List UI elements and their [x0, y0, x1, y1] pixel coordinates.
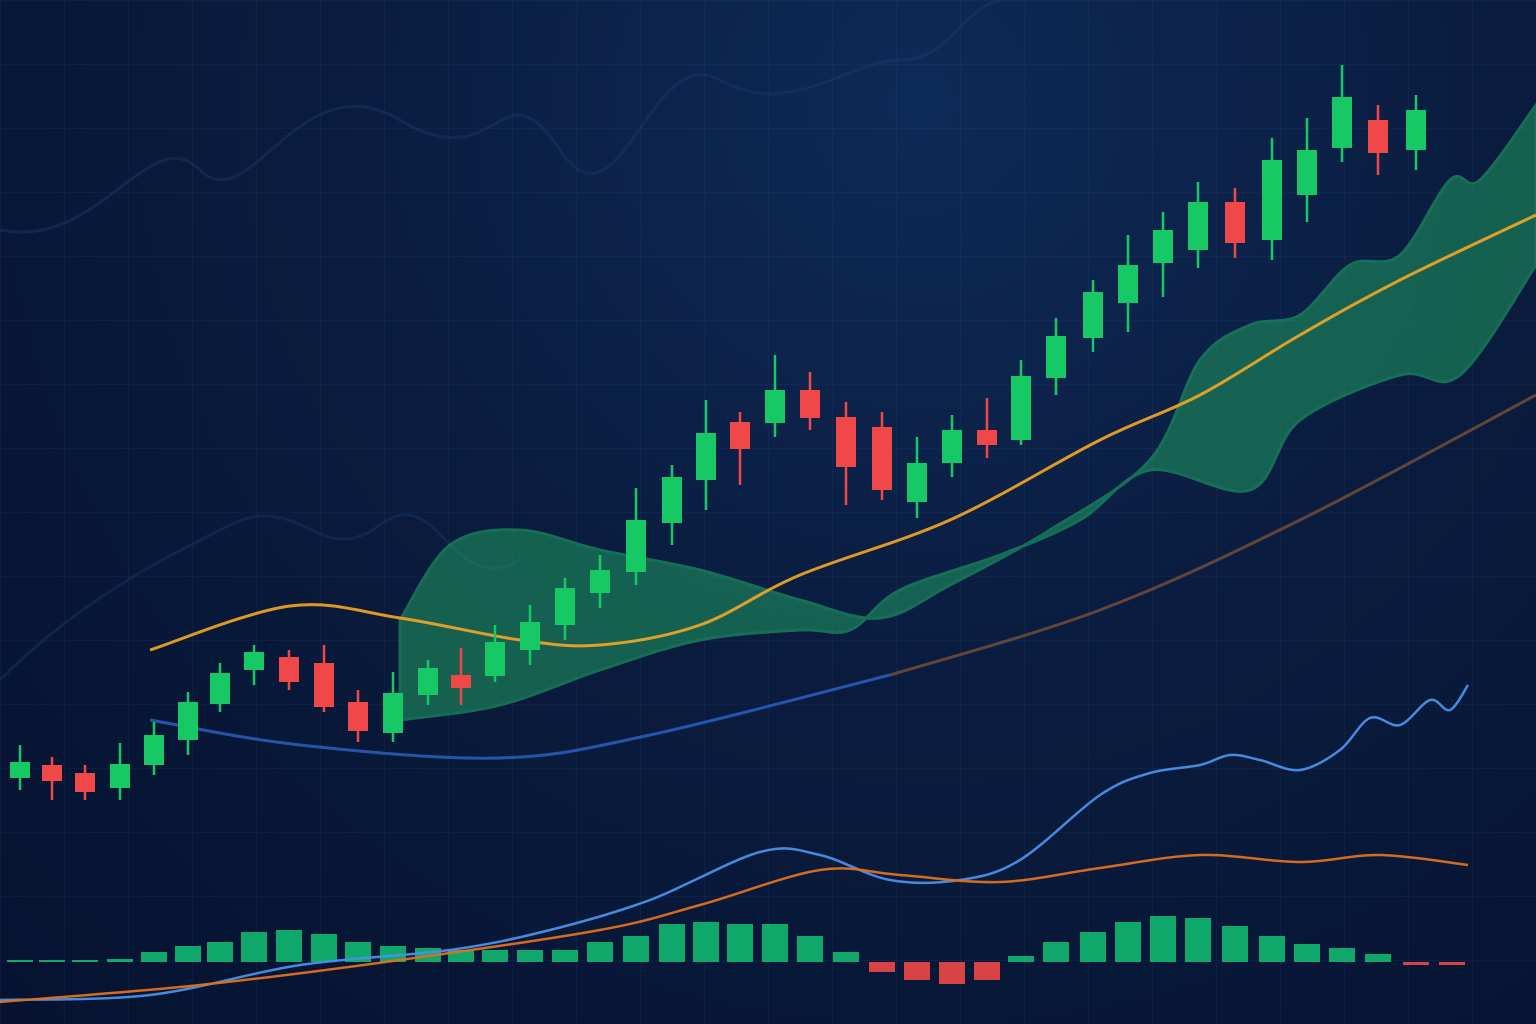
histogram-bar: [833, 952, 859, 962]
histogram-bar: [39, 960, 65, 962]
candle-body: [1188, 202, 1208, 250]
histogram-bar: [1259, 936, 1285, 962]
line: [0, 853, 1469, 1004]
histogram-bar: [623, 936, 649, 962]
histogram-bar: [587, 942, 613, 962]
candle-body: [730, 422, 750, 449]
candle-body: [144, 735, 164, 765]
candle-body: [907, 463, 927, 502]
histogram-bar: [7, 960, 33, 962]
histogram-bar: [727, 924, 753, 962]
histogram-bar: [1365, 954, 1391, 962]
histogram-bar: [1185, 918, 1211, 962]
histogram-bar: [276, 930, 302, 962]
candle-body: [977, 430, 997, 445]
histogram-bar: [107, 959, 133, 962]
histogram-bar: [1329, 948, 1355, 962]
decor-wave: [0, 0, 1001, 234]
histogram-bar: [482, 950, 508, 962]
histogram-bar: [380, 946, 406, 962]
histogram-bar: [974, 962, 1000, 980]
candle-body: [1011, 376, 1031, 440]
candle-body: [314, 663, 334, 707]
candle-body: [383, 693, 403, 733]
histogram-bar: [693, 922, 719, 962]
candle-body: [555, 588, 575, 625]
candle-body: [872, 427, 892, 490]
histogram-bar: [175, 946, 201, 962]
candle-body: [10, 762, 30, 778]
candle-body: [210, 673, 230, 704]
histogram-bar: [1294, 944, 1320, 962]
candle-body: [485, 642, 505, 676]
candle-body: [836, 417, 856, 467]
histogram-bar: [762, 924, 788, 962]
line: [0, 684, 1470, 1002]
candle-body: [178, 702, 198, 740]
candle-body: [942, 430, 962, 463]
candle-body: [418, 668, 438, 695]
histogram-bar: [1403, 962, 1429, 965]
candle-body: [1368, 120, 1388, 153]
line: [149, 673, 891, 760]
candle-body: [626, 520, 646, 572]
histogram-bar: [1439, 962, 1465, 965]
line: [149, 213, 1536, 652]
histogram-bar: [1043, 942, 1069, 962]
histogram-bar: [552, 950, 578, 962]
histogram-bar: [939, 962, 965, 984]
candle-body: [1262, 160, 1282, 240]
candle-body: [1297, 150, 1317, 195]
histogram-bar: [904, 962, 930, 980]
candle-body: [1332, 97, 1352, 148]
candle-body: [765, 390, 785, 423]
candle-body: [1153, 230, 1173, 263]
histogram-bar: [241, 932, 267, 962]
line: [889, 393, 1536, 677]
candle-body: [662, 477, 682, 523]
histogram-bar: [1115, 922, 1141, 962]
histogram-bar: [1222, 926, 1248, 962]
histogram-bar: [72, 960, 98, 962]
candle-body: [244, 652, 264, 670]
candle-body: [1225, 202, 1245, 243]
candle-body: [800, 390, 820, 418]
histogram-bar: [659, 924, 685, 962]
histogram-bar: [1150, 916, 1176, 962]
candle-body: [696, 433, 716, 480]
histogram-bar: [869, 962, 895, 972]
candle-body: [1083, 292, 1103, 338]
histogram-bar: [1008, 956, 1034, 962]
histogram-bar: [1080, 932, 1106, 962]
candle-body: [1046, 336, 1066, 378]
histogram-bar: [141, 952, 167, 962]
candle-body: [279, 657, 299, 682]
candle-body: [110, 764, 130, 788]
band-area: [398, 102, 1536, 722]
histogram-bar: [207, 942, 233, 962]
histogram-bar: [797, 936, 823, 962]
candle-body: [348, 702, 368, 731]
candle-body: [590, 570, 610, 593]
candle-body: [451, 675, 471, 688]
candle-body: [520, 622, 540, 650]
candle-body: [1406, 110, 1426, 150]
candle-body: [42, 765, 62, 781]
candle-body: [1118, 265, 1138, 303]
histogram-bar: [311, 934, 337, 962]
decor-wave: [0, 513, 521, 682]
candle-body: [75, 773, 95, 792]
histogram-bar: [517, 950, 543, 962]
